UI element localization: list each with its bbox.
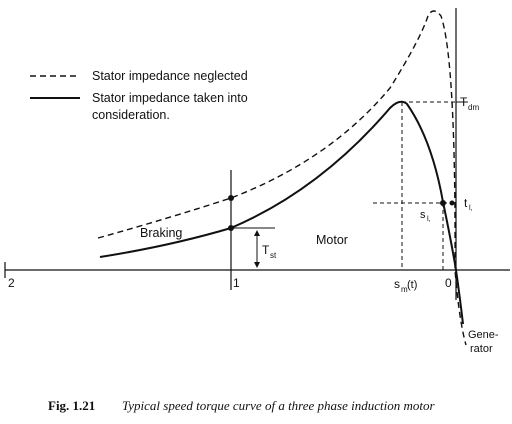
motor-label: Motor: [316, 233, 348, 247]
tick-label-0: 0: [445, 276, 452, 290]
dot-considered-at-one: [228, 225, 234, 231]
sm-subscript: m: [401, 285, 408, 294]
generator-label-1: Gene-: [468, 329, 499, 341]
legend-neglected-label: Stator impedance neglected: [92, 69, 248, 83]
generator-label-2: rator: [470, 343, 493, 355]
sl-subscript: l,: [427, 214, 431, 223]
curve-impedance-neglected: [97, 10, 467, 346]
dot-operating-point: [440, 200, 446, 206]
tst-arrow-head-top: [254, 230, 260, 236]
tdm-label: T: [460, 95, 468, 109]
legend-considered-label-2: consideration.: [92, 108, 170, 122]
tick-label-2: 2: [8, 276, 15, 290]
dot-operating-point-neglected: [449, 200, 455, 206]
sl-label: s: [420, 209, 426, 221]
caption-label: Fig. 1.21: [48, 398, 95, 413]
tst-subscript: st: [270, 251, 277, 260]
sm-paren: (t): [407, 279, 417, 291]
braking-label: Braking: [140, 226, 182, 240]
tdm-subscript: dm: [468, 103, 479, 112]
tick-label-1: 1: [233, 276, 240, 290]
tst-arrow-head-bottom: [254, 262, 260, 268]
dot-neglected-at-one: [228, 195, 234, 201]
tst-label: T: [262, 243, 270, 257]
sm-label: s: [394, 277, 400, 291]
tl-subscript: l,: [469, 203, 473, 212]
tl-label: t: [464, 196, 468, 210]
legend-considered-label: Stator impedance taken into: [92, 91, 248, 105]
caption-text: Typical speed torque curve of a three ph…: [122, 398, 435, 413]
